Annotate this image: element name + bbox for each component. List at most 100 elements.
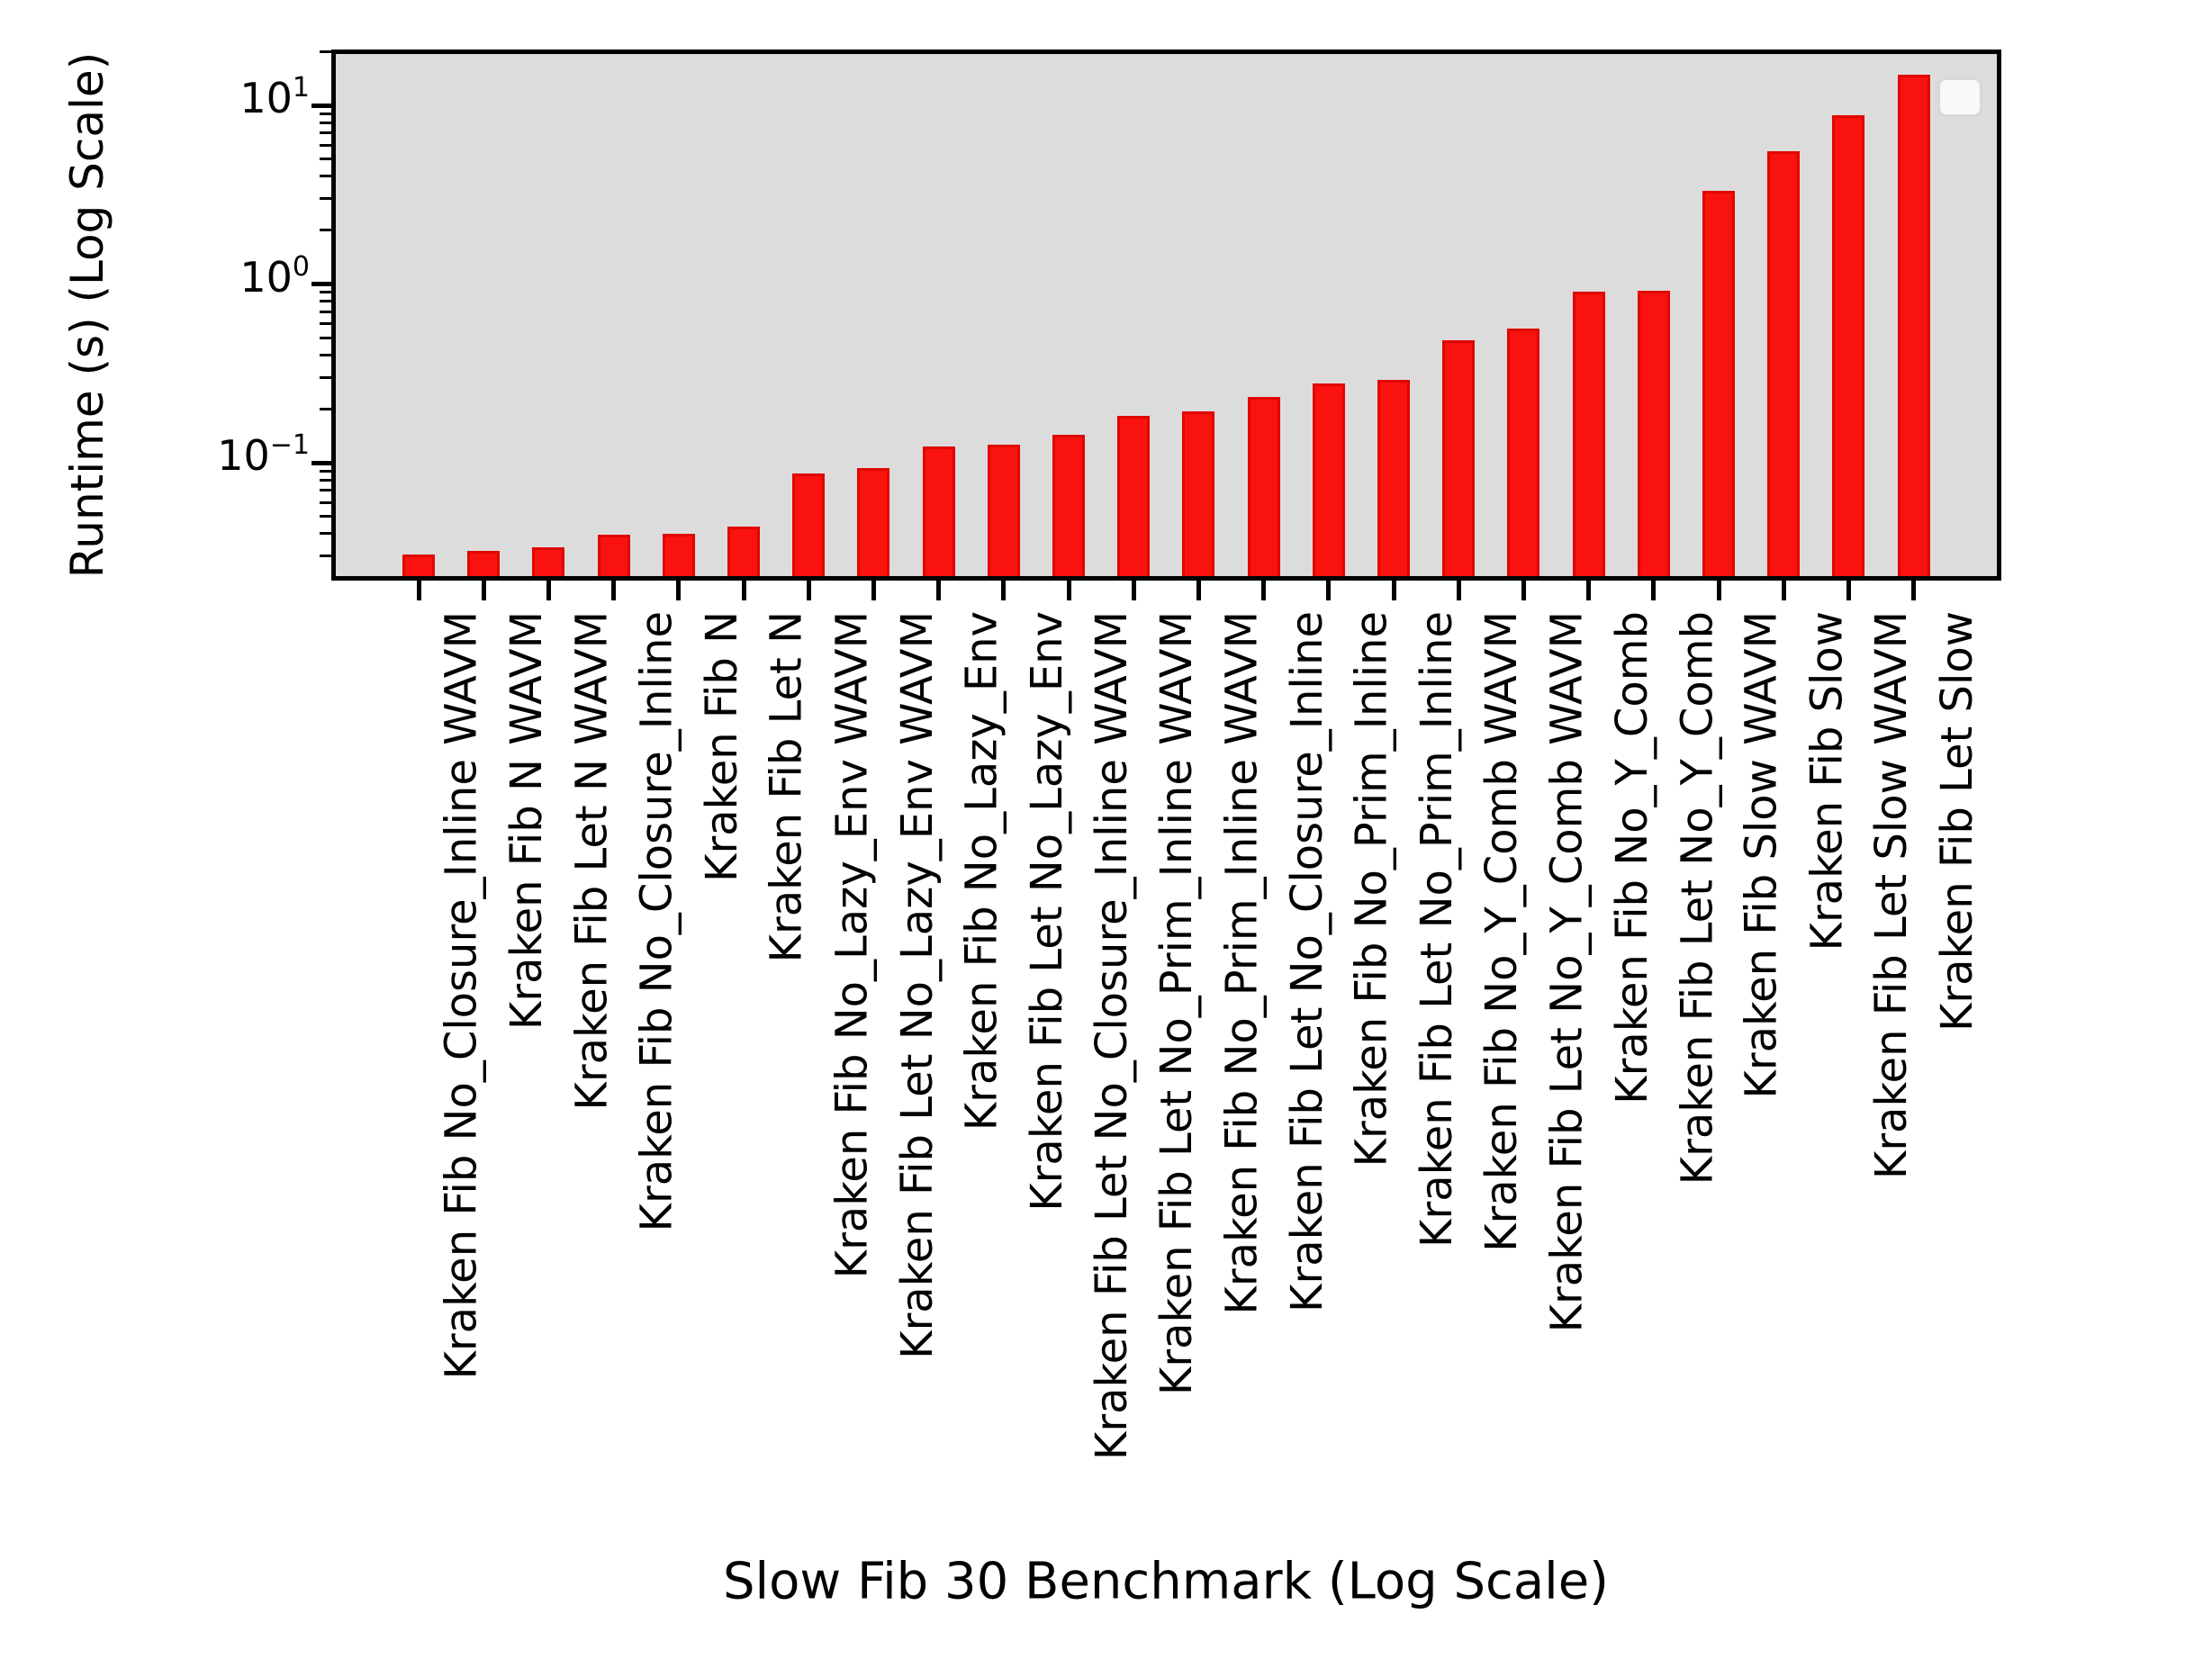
x-tick	[481, 581, 486, 600]
bar	[1052, 434, 1085, 579]
x-tick	[871, 581, 876, 600]
bar	[1572, 292, 1605, 579]
x-tick	[1716, 581, 1721, 600]
y-major-tick	[311, 460, 331, 465]
x-tick-label: Kraken Fib Slow	[1801, 611, 1853, 951]
y-major-tick	[311, 282, 331, 286]
x-tick-label: Kraken Fib Let No_Y_Comb WAVM	[1541, 611, 1593, 1333]
y-minor-tick	[320, 112, 331, 115]
x-tick	[1196, 581, 1201, 600]
bar	[857, 467, 890, 579]
y-minor-tick	[320, 532, 331, 536]
bar	[1117, 415, 1151, 579]
x-tick	[1261, 581, 1267, 600]
y-minor-tick	[320, 555, 331, 558]
y-minor-tick	[320, 515, 331, 518]
bar	[1897, 75, 1930, 579]
plot-area	[331, 50, 2001, 581]
x-tick	[416, 581, 421, 600]
y-major-tick	[311, 103, 331, 108]
bar	[1832, 115, 1865, 579]
bar	[1767, 151, 1801, 579]
bar	[1182, 411, 1215, 579]
x-tick	[1781, 581, 1786, 600]
y-minor-tick	[320, 121, 331, 124]
y-minor-tick	[320, 469, 331, 473]
x-tick	[741, 581, 746, 600]
x-tick-label: Kraken Fib Let Slow	[1931, 611, 1982, 1032]
y-minor-tick	[320, 197, 331, 201]
y-axis-title: Runtime (s) (Log Scale)	[61, 51, 113, 579]
y-minor-tick	[320, 229, 331, 232]
x-tick-label: Kraken Fib Let No_Closure_Inline	[1281, 611, 1332, 1312]
y-minor-tick	[320, 336, 331, 339]
x-tick	[1001, 581, 1007, 600]
bar	[1637, 291, 1670, 579]
x-tick-label: Kraken Fib No_Closure_Inline WAVM	[437, 611, 487, 1380]
x-tick-label: Kraken Fib No_Prim_Inline	[1346, 611, 1397, 1168]
x-tick-label: Kraken Fib N	[696, 611, 747, 883]
bar	[1442, 339, 1476, 579]
x-tick	[1911, 581, 1917, 600]
x-tick	[806, 581, 811, 600]
x-tick-label: Kraken Fib Let No_Y_Comb	[1671, 611, 1722, 1186]
bar	[467, 550, 501, 579]
bar	[1312, 383, 1345, 579]
bar	[532, 547, 565, 579]
x-tick	[546, 581, 551, 600]
x-tick	[611, 581, 617, 600]
x-tick-label: Kraken Fib Slow WAVM	[1737, 611, 1787, 1099]
bar	[662, 533, 695, 579]
x-tick-label: Kraken Fib No_Prim_Inline WAVM	[1216, 611, 1268, 1315]
y-minor-tick	[320, 291, 331, 294]
x-tick	[1066, 581, 1071, 600]
x-tick	[1131, 581, 1136, 600]
x-tick	[936, 581, 942, 600]
x-tick-label: Kraken Fib No_Lazy_Env WAVM	[826, 611, 878, 1279]
x-tick-label: Kraken Fib Let No_Prim_Inline	[1412, 611, 1462, 1249]
y-minor-tick	[320, 310, 331, 313]
bar	[1377, 380, 1410, 579]
x-tick	[1651, 581, 1657, 600]
x-tick	[1326, 581, 1332, 600]
y-minor-tick	[320, 375, 331, 379]
x-tick	[1586, 581, 1592, 600]
y-minor-tick	[320, 175, 331, 178]
y-minor-tick	[320, 158, 331, 161]
x-tick	[1846, 581, 1851, 600]
bar	[1507, 329, 1540, 579]
legend-box	[1937, 77, 1982, 117]
x-tick	[1456, 581, 1461, 600]
bar	[1702, 191, 1735, 579]
y-minor-tick	[320, 478, 331, 482]
bar	[922, 446, 955, 579]
x-tick-label: Kraken Fib Let N	[762, 611, 812, 963]
x-tick	[1521, 581, 1526, 600]
y-minor-tick	[320, 322, 331, 326]
x-tick-label: Kraken Fib Let No_Prim_Inline WAVM	[1151, 611, 1203, 1396]
x-tick-label: Kraken Fib Let N WAVM	[566, 611, 618, 1111]
bar	[987, 445, 1020, 579]
y-minor-tick	[320, 50, 331, 53]
y-minor-tick	[320, 407, 331, 410]
y-tick-label: 101	[239, 72, 310, 122]
bar	[597, 535, 630, 579]
y-minor-tick	[320, 300, 331, 303]
x-axis-title: Slow Fib 30 Benchmark (Log Scale)	[722, 1552, 1610, 1611]
x-tick-label: Kraken Fib Let No_Lazy_Env WAVM	[891, 611, 943, 1359]
x-tick-label: Kraken Fib Let Slow WAVM	[1866, 611, 1918, 1180]
y-tick-label: 100	[239, 250, 310, 302]
y-minor-tick	[320, 131, 331, 135]
y-minor-tick	[320, 353, 331, 356]
y-minor-tick	[320, 143, 331, 147]
x-tick-label: Kraken Fib N WAVM	[501, 611, 553, 1031]
x-tick-label: Kraken Fib No_Y_Comb	[1606, 611, 1657, 1104]
x-tick-label: Kraken Fib No_Y_Comb WAVM	[1476, 611, 1528, 1252]
y-minor-tick	[320, 489, 331, 492]
bar	[792, 473, 826, 579]
x-tick	[676, 581, 682, 600]
x-tick	[1391, 581, 1396, 600]
bar	[402, 555, 435, 579]
bar	[727, 526, 760, 579]
y-minor-tick	[320, 500, 331, 504]
